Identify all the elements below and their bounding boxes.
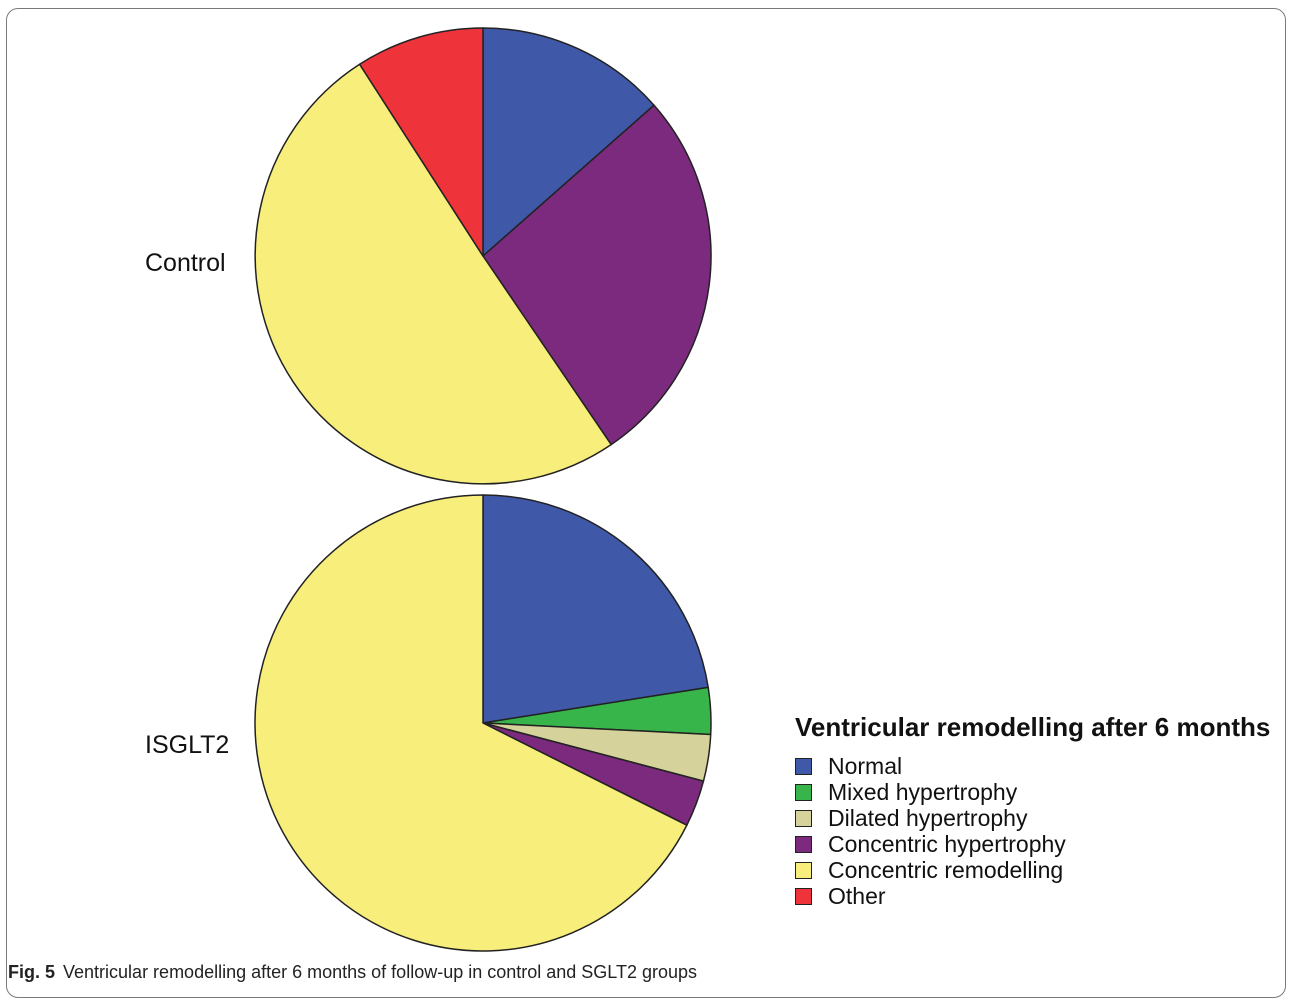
legend-items: Normal Mixed hypertrophy Dilated hypertrop…	[795, 753, 1275, 909]
legend-item-concentric-remodelling: Concentric remodelling	[795, 857, 1275, 883]
caption-text: Ventricular remodelling after 6 months o…	[63, 962, 698, 982]
legend-label: Concentric hypertrophy	[828, 831, 1066, 857]
legend-swatch	[795, 887, 812, 905]
legend-swatch	[795, 757, 812, 775]
pie-slice-normal	[482, 27, 655, 257]
pie-slice-concentric-remodelling	[254, 63, 612, 485]
legend-label: Other	[828, 883, 886, 909]
legend-label: Normal	[828, 753, 903, 779]
legend-swatch	[795, 809, 812, 827]
pie-control	[254, 27, 712, 485]
legend-label: Mixed hypertrophy	[828, 779, 1018, 805]
caption-prefix: Fig. 5	[8, 962, 56, 982]
legend-swatch	[795, 783, 812, 801]
legend-swatch	[795, 861, 812, 879]
pie-isglt2	[254, 494, 712, 952]
legend-item-concentric-hypertrophy: Concentric hypertrophy	[795, 831, 1275, 857]
pie-slice-other	[358, 27, 484, 257]
legend-item-dilated-hypertrophy: Dilated hypertrophy	[795, 805, 1275, 831]
pie-charts	[254, 27, 712, 952]
figure-frame: Control ISGLT2 Ventricular remodelling a…	[6, 8, 1286, 998]
legend-item-normal: Normal	[795, 753, 1275, 779]
pie-slice-concentric-hypertrophy	[482, 104, 712, 446]
legend-item-mixed-hypertrophy: Mixed hypertrophy	[795, 779, 1275, 805]
legend-label: Dilated hypertrophy	[828, 805, 1028, 831]
group-label-isglt2: ISGLT2	[145, 731, 230, 759]
legend-item-other: Other	[795, 883, 1275, 909]
pie-slice-concentric-remodelling	[254, 494, 688, 952]
legend-title: Ventricular remodelling after 6 months	[795, 712, 1271, 742]
legend-label: Concentric remodelling	[828, 857, 1064, 883]
group-label-control: Control	[145, 249, 226, 277]
legend: Ventricular remodelling after 6 months N…	[795, 711, 1275, 909]
pie-slice-normal	[482, 494, 709, 724]
legend-swatch	[795, 835, 812, 853]
figure-caption: Fig. 5 Ventricular remodelling after 6 mo…	[8, 962, 697, 983]
